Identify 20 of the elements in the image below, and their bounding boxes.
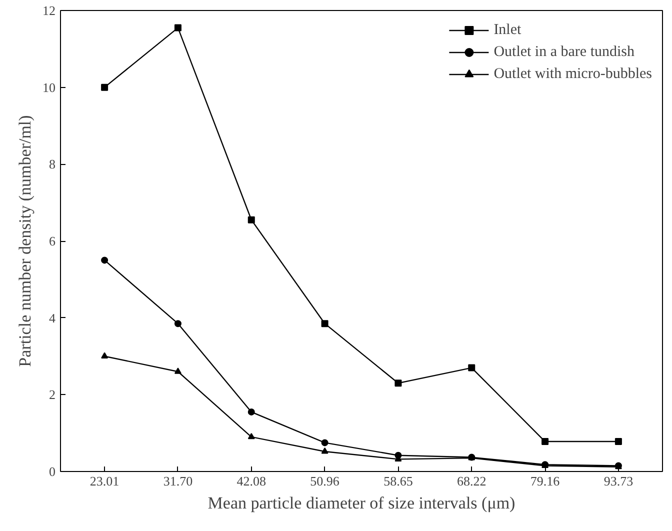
x-tick-label: 68.22 bbox=[456, 474, 486, 488]
x-tick-label: 93.73 bbox=[604, 474, 634, 488]
y-tick-label: 6 bbox=[49, 234, 56, 248]
y-tick-label: 8 bbox=[49, 156, 56, 172]
x-tick-label: 31.70 bbox=[163, 474, 193, 488]
x-tick-label: 23.01 bbox=[90, 474, 120, 488]
y-tick-label: 10 bbox=[42, 80, 56, 95]
legend-label: Outlet with micro-bubbles bbox=[494, 66, 652, 82]
y-tick-label: 0 bbox=[49, 464, 56, 479]
x-axis-title: Mean particle diameter of size intervals (μm) bbox=[208, 494, 516, 512]
x-tick-label: 42.08 bbox=[236, 474, 266, 488]
x-tick-label: 58.65 bbox=[384, 474, 413, 488]
y-tick-label: 12 bbox=[42, 3, 56, 18]
y-tick-label: 4 bbox=[49, 310, 56, 326]
x-tick-label: 79.16 bbox=[530, 474, 560, 488]
y-axis-title: Particle number density (number/ml) bbox=[16, 115, 34, 367]
x-tick-label: 50.96 bbox=[310, 474, 340, 488]
legend-label: Inlet bbox=[494, 22, 522, 38]
legend-label: Outlet in a bare tundish bbox=[494, 44, 634, 60]
y-tick-label: 2 bbox=[49, 387, 56, 402]
